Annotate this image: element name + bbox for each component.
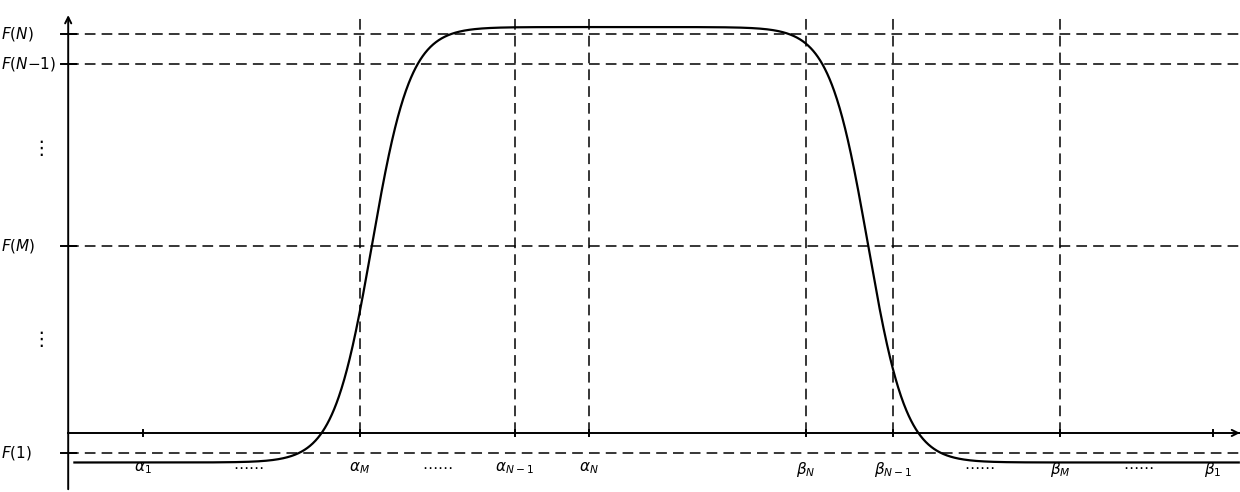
Text: $\beta_{N-1}$: $\beta_{N-1}$ [873, 460, 913, 479]
Text: $F\left(M\right)$: $F\left(M\right)$ [1, 237, 36, 255]
Text: $\beta_1$: $\beta_1$ [1204, 460, 1221, 479]
Text: $\cdots\cdots$: $\cdots\cdots$ [423, 460, 453, 474]
Text: $\alpha_{N-1}$: $\alpha_{N-1}$ [495, 460, 534, 476]
Text: $\vdots$: $\vdots$ [31, 138, 43, 157]
Text: $\beta_M$: $\beta_M$ [1050, 460, 1070, 479]
Text: $\cdots\cdots$: $\cdots\cdots$ [233, 460, 263, 474]
Text: $\cdots\cdots$: $\cdots\cdots$ [1123, 460, 1153, 474]
Text: $\cdots\cdots$: $\cdots\cdots$ [965, 460, 994, 474]
Text: $\alpha_M$: $\alpha_M$ [350, 460, 370, 476]
Text: $F\left(1\right)$: $F\left(1\right)$ [1, 444, 32, 461]
Text: $\beta_N$: $\beta_N$ [796, 460, 816, 479]
Text: $\alpha_N$: $\alpha_N$ [579, 460, 599, 476]
Text: $F\left(N{-}1\right)$: $F\left(N{-}1\right)$ [1, 55, 57, 73]
Text: $\alpha_1$: $\alpha_1$ [134, 460, 151, 476]
Text: $F\left(N\right)$: $F\left(N\right)$ [1, 26, 33, 43]
Text: $\vdots$: $\vdots$ [31, 330, 43, 349]
